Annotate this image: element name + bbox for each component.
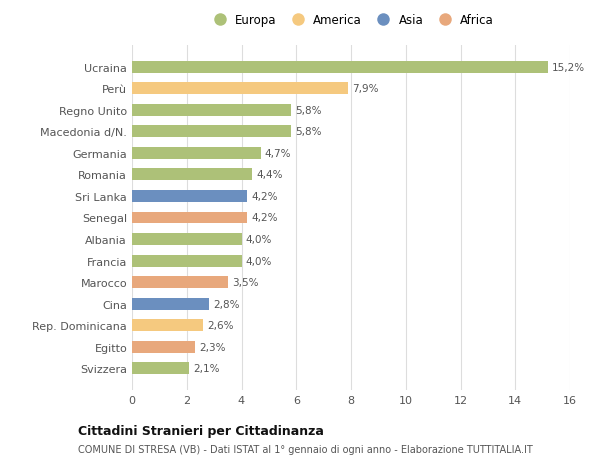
Bar xyxy=(132,105,291,117)
Text: COMUNE DI STRESA (VB) - Dati ISTAT al 1° gennaio di ogni anno - Elaborazione TUT: COMUNE DI STRESA (VB) - Dati ISTAT al 1°… xyxy=(78,444,533,454)
Bar xyxy=(132,255,241,267)
Text: 4,7%: 4,7% xyxy=(265,149,291,158)
Bar xyxy=(132,62,548,73)
Text: 4,0%: 4,0% xyxy=(245,235,272,245)
Text: 2,3%: 2,3% xyxy=(199,342,226,352)
Text: 5,8%: 5,8% xyxy=(295,106,322,116)
Text: 5,8%: 5,8% xyxy=(295,127,322,137)
Bar xyxy=(132,190,247,202)
Bar xyxy=(132,363,190,375)
Text: 4,4%: 4,4% xyxy=(257,170,283,180)
Text: 3,5%: 3,5% xyxy=(232,278,259,287)
Text: 7,9%: 7,9% xyxy=(352,84,379,94)
Bar xyxy=(132,148,260,159)
Text: 2,6%: 2,6% xyxy=(207,320,234,330)
Bar xyxy=(132,319,203,331)
Bar xyxy=(132,126,291,138)
Text: 4,2%: 4,2% xyxy=(251,191,278,202)
Text: 4,2%: 4,2% xyxy=(251,213,278,223)
Bar xyxy=(132,277,228,288)
Bar xyxy=(132,341,195,353)
Text: 15,2%: 15,2% xyxy=(552,62,586,73)
Bar xyxy=(132,234,241,246)
Text: Cittadini Stranieri per Cittadinanza: Cittadini Stranieri per Cittadinanza xyxy=(78,425,324,437)
Bar xyxy=(132,212,247,224)
Text: 2,1%: 2,1% xyxy=(194,364,220,374)
Text: 4,0%: 4,0% xyxy=(245,256,272,266)
Text: 2,8%: 2,8% xyxy=(213,299,239,309)
Bar xyxy=(132,169,253,181)
Bar xyxy=(132,298,209,310)
Bar xyxy=(132,83,348,95)
Legend: Europa, America, Asia, Africa: Europa, America, Asia, Africa xyxy=(205,11,497,30)
